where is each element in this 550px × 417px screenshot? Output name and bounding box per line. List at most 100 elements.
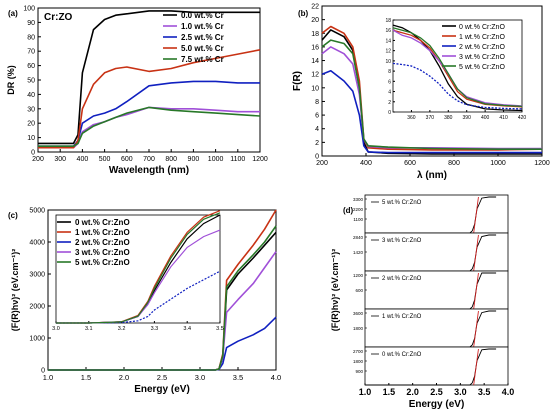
panel-c-ytick-label: 0: [41, 368, 45, 375]
panel-b-inset-ytick-label: 18: [385, 18, 391, 24]
panel-c-legend-label: 5 wt.% Cr:ZnO: [75, 258, 130, 267]
panel-a-frame: [37, 7, 261, 153]
panel-b-inset-xtick-label: 370: [426, 115, 435, 121]
panel-b-ytick-label: 10: [311, 85, 319, 92]
panel-c-xtick-label: 4.0: [271, 373, 281, 382]
panel-b-ytick-label: 6: [315, 113, 319, 120]
panel-d-subplot-label: 3 wt.% Cr:ZnO: [382, 238, 422, 244]
panel-d-fit-line-1: [473, 234, 479, 272]
panel-c-ytick-label: 2000: [29, 304, 45, 311]
panel-a-legend-label: 5.0 wt.% Cr: [181, 44, 224, 53]
panel-d: (d) 5 wt.% Cr:ZnO 3300 2200 1100 3 wt.% Cr:Zn…: [330, 194, 515, 410]
panel-d-ytick-label: 2840: [353, 235, 364, 240]
panel-c-inset-xtick-label: 3.0: [52, 326, 60, 332]
panel-b-inset-ytick-label: 2: [388, 100, 391, 106]
panel-b-tag: (b): [298, 9, 309, 18]
panel-b-xtick-label: 600: [404, 160, 416, 167]
panel-c-xtick-label: 2.0: [119, 373, 129, 382]
panel-c-xtick-label: 1.0: [43, 373, 53, 382]
panel-d-subplot-frame: [364, 346, 509, 386]
panel-c-xtick-label: 3.0: [195, 373, 205, 382]
panel-b-legend-label: 2 wt.% Cr:ZnO: [459, 44, 505, 51]
panel-c-inset-xtick-label: 3.3: [151, 326, 159, 332]
panel-b-inset-xtick-label: 380: [444, 115, 453, 121]
panel-a-ytick-label: 30: [27, 106, 35, 113]
panel-d-xtick-label: 4.0: [502, 387, 515, 397]
panel-b-ytick-label: 20: [311, 17, 319, 24]
panel-d-xtick-label: 2.5: [430, 387, 443, 397]
panel-b-inset-ytick-label: 4: [388, 90, 391, 96]
panel-c-inset-xtick-label: 3.5: [216, 326, 224, 332]
panel-d-ytick-label: 2700: [353, 349, 364, 354]
panel-b-inset-xtick-label: 390: [463, 115, 472, 121]
panel-c-series-4: [48, 225, 277, 371]
panel-b-xtick-label: 1200: [534, 160, 550, 167]
panel-d-xtick-label: 1.5: [383, 387, 396, 397]
panel-b-ytick-label: 2: [315, 140, 319, 147]
panel-c-ylabel: (F(R)hν)² (eV.cm⁻¹)²: [10, 249, 20, 331]
panel-d-ytick-label: 1100: [353, 217, 363, 222]
panel-a-xtick-label: 900: [188, 156, 200, 163]
panel-a-xtick-label: 1200: [252, 156, 268, 163]
panel-a-xtick-label: 300: [54, 156, 66, 163]
panel-c-inset-xtick-label: 3.2: [118, 326, 126, 332]
panel-d-subplot-label: 1 wt.% Cr:ZnO: [382, 314, 422, 320]
panel-d-ytick-label: 1800: [353, 359, 364, 364]
panel-d-xtick-label: 3.5: [478, 387, 491, 397]
panel-b-legend-label: 3 wt.% Cr:ZnO: [459, 54, 505, 61]
panel-a-ytick-label: 0: [31, 150, 35, 157]
panel-c-xtick-label: 3.5: [233, 373, 243, 382]
panel-a-ytick-label: 40: [27, 92, 35, 99]
panel-b-ylabel: F(R): [292, 71, 303, 91]
panel-a-xtick-label: 800: [165, 156, 177, 163]
panel-a-ytick-label: 50: [27, 78, 35, 85]
panel-b-ytick-label: 0: [315, 154, 319, 161]
panel-a-legend-label: 0.0 wt.% Cr: [181, 11, 224, 20]
panel-d-subplot-frame: [364, 194, 509, 234]
panel-d-xtick-label: 2.0: [406, 387, 419, 397]
panel-d-fit-line-4: [473, 348, 479, 386]
panel-c-xlabel: Energy (eV): [134, 384, 190, 395]
panel-b-xtick-label: 800: [448, 160, 460, 167]
panel-d-ytick-label: 2200: [353, 207, 364, 212]
panel-a-legend-label: 1.0 wt.% Cr: [181, 22, 224, 31]
panel-a: 200 300 400 500 600 700 800 900 1000 1100 1200 0 10 2…: [6, 6, 268, 177]
panel-c-legend-label: 3 wt.% Cr:ZnO: [75, 248, 130, 257]
panel-d-ytick-label: 1800: [353, 326, 364, 331]
panel-c-tag: (c): [8, 211, 18, 220]
panel-b-xlabel: λ (nm): [417, 170, 447, 181]
panel-a-ytick-label: 90: [27, 20, 35, 27]
panel-a-ytick-label: 20: [27, 121, 35, 128]
panel-c-ytick-label: 1000: [29, 336, 45, 343]
panel-b-inset-series-2: [392, 62, 523, 110]
panel-d-ytick-label: 1420: [353, 250, 364, 255]
panel-d-xlabel: Energy (eV): [409, 399, 465, 410]
panel-d-subplot-label: 2 wt.% Cr:ZnO: [382, 276, 422, 282]
panel-c-ytick-label: 5000: [29, 208, 45, 215]
panel-a-xtick-label: 1000: [208, 156, 224, 163]
panel-b-ytick-label: 22: [311, 4, 319, 11]
panel-a-ytick-label: 100: [23, 6, 35, 13]
panel-d-xtick-label: 1.0: [359, 387, 372, 397]
panel-b-xtick-label: 200: [316, 160, 328, 167]
panel-c-inset-xtick-label: 3.4: [183, 326, 191, 332]
panel-a-xtick-label: 1100: [230, 156, 245, 163]
panel-b-ytick-label: 8: [315, 99, 319, 106]
panel-c-legend-label: 0 wt.% Cr:ZnO: [75, 218, 130, 227]
panel-d-ytick-label: 900: [355, 369, 363, 374]
panel-a-legend-label: 7.5 wt.% Cr: [181, 55, 224, 64]
panel-b-inset-ytick-label: 0: [388, 110, 391, 116]
panel-b-inset-ytick-label: 14: [385, 38, 391, 44]
panel-d-ytick-label: 3300: [353, 197, 364, 202]
panel-a-xtick-label: 400: [77, 156, 89, 163]
panel-b-ytick-label: 16: [311, 44, 319, 51]
panel-b-ytick-label: 18: [311, 31, 319, 38]
panel-d-fit-line-0: [473, 196, 479, 234]
panel-c-xtick-label: 2.5: [157, 373, 167, 382]
panel-d-ylabel: (F(R)hν)² (eV.cm⁻¹)²: [330, 249, 340, 331]
panel-a-xlabel: Wavelength (nm): [109, 165, 189, 176]
panel-b-inset-ytick-label: 12: [385, 49, 391, 55]
panel-c-legend-label: 2 wt.% Cr:ZnO: [75, 238, 130, 247]
panel-d-subplot-label: 5 wt.% Cr:ZnO: [382, 200, 422, 206]
